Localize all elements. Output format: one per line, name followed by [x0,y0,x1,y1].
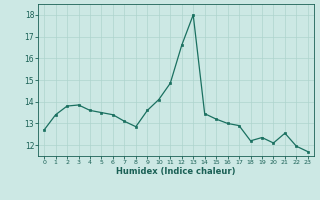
X-axis label: Humidex (Indice chaleur): Humidex (Indice chaleur) [116,167,236,176]
